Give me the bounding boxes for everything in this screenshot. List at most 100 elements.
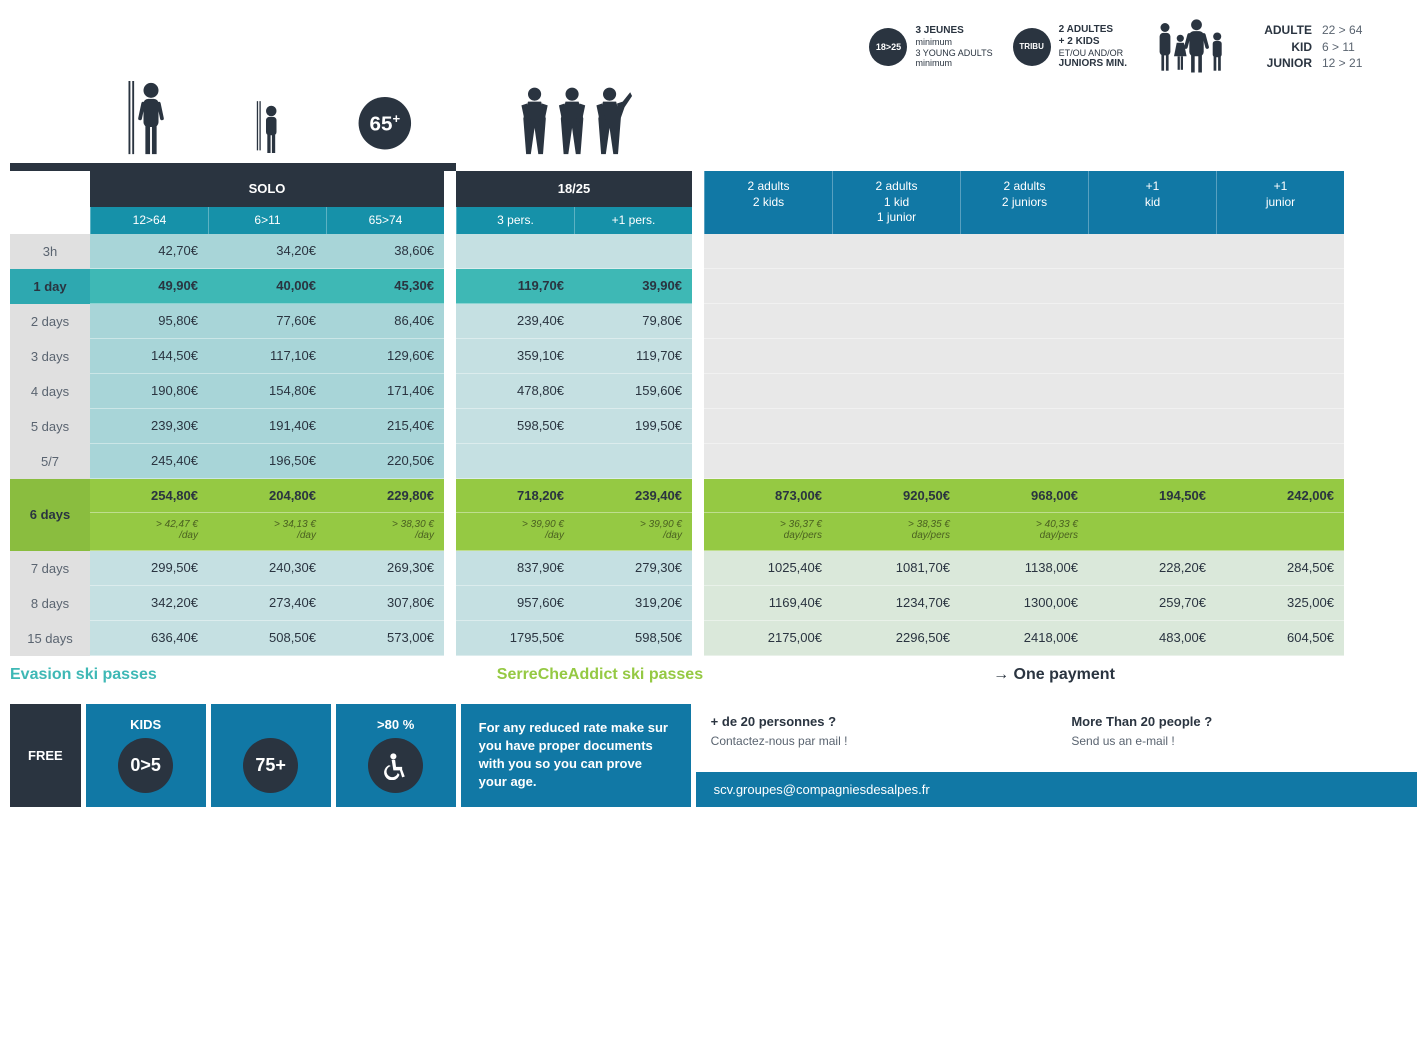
group-icon: [456, 81, 692, 163]
kids-age-icon: 0>5: [118, 738, 173, 793]
senior-65-icon: 65+: [326, 81, 444, 163]
price-cell: 1795,50€: [456, 621, 574, 656]
age-label: KID: [1257, 39, 1312, 56]
badge-tribu-icon: TRIBU: [1013, 28, 1051, 66]
price-cell: 269,30€: [326, 551, 444, 586]
price-cell: [692, 586, 704, 621]
price-cell: [1088, 513, 1216, 551]
price-cell: [1088, 304, 1216, 339]
solo-header: SOLO: [90, 171, 444, 207]
price-cell: [1216, 409, 1344, 444]
price-cell: 1138,00€: [960, 551, 1088, 586]
documents-note: For any reduced rate make sur you have p…: [461, 704, 691, 807]
legend-text: 2 ADULTES: [1059, 24, 1113, 35]
price-cell: 95,80€: [90, 304, 208, 339]
bottom-bar: FREE KIDS 0>5 75+ >80 % For any reduced …: [10, 704, 1417, 807]
price-cell: [692, 269, 704, 304]
price-cell: > 39,90 € /day: [574, 513, 692, 551]
disability-label: >80 %: [377, 717, 414, 732]
free-disability: >80 %: [336, 704, 456, 807]
price-cell: 39,90€: [574, 269, 692, 304]
price-cell: [832, 444, 960, 479]
price-cell: 242,00€: [1216, 479, 1344, 513]
price-cell: 718,20€: [456, 479, 574, 513]
column-icons: 65+ TRIBU: [10, 81, 1417, 171]
kids-label: KIDS: [130, 717, 161, 732]
price-cell: [1088, 339, 1216, 374]
price-cell: [444, 621, 456, 656]
price-cell: 279,30€: [574, 551, 692, 586]
price-cell: 259,70€: [1088, 586, 1216, 621]
price-cell: 483,00€: [1088, 621, 1216, 656]
tribu-sub-4: +1junior: [1216, 171, 1344, 234]
row-label: 15 days: [10, 621, 90, 656]
solo-sub-2: 65>74: [326, 207, 444, 234]
row-label: 2 days: [10, 304, 90, 339]
price-cell: 1169,40€: [704, 586, 832, 621]
price-cell: [1216, 339, 1344, 374]
price-cell: 2296,50€: [832, 621, 960, 656]
price-cell: 159,60€: [574, 374, 692, 409]
price-cell: 79,80€: [574, 304, 692, 339]
price-cell: [704, 409, 832, 444]
price-cell: [960, 234, 1088, 269]
price-cell: 598,50€: [574, 621, 692, 656]
price-cell: 319,20€: [574, 586, 692, 621]
price-cell: [456, 444, 574, 479]
legend-18-25: 18>25 3 JEUNES minimum 3 YOUNG ADULTS mi…: [869, 25, 992, 69]
legend-row: Evasion ski passes SerreCheAddict ski pa…: [10, 666, 1417, 684]
price-cell: 42,70€: [90, 234, 208, 269]
contact-email: scv.groupes@compagniesdesalpes.fr: [696, 772, 1417, 807]
price-cell: 117,10€: [208, 339, 326, 374]
legend-text: minimum: [915, 58, 952, 68]
child-skier-icon: [208, 81, 326, 163]
price-cell: [960, 269, 1088, 304]
price-cell: 49,90€: [90, 269, 208, 304]
price-cell: [704, 339, 832, 374]
price-cell: [692, 551, 704, 586]
price-table: SOLO 18/25 2 adults2 kids 2 adults1 kid1…: [10, 171, 1417, 656]
legend-tribu: TRIBU 2 ADULTES + 2 KIDS ET/OU AND/OR JU…: [1013, 24, 1127, 71]
price-cell: [444, 551, 456, 586]
price-cell: 325,00€: [1216, 586, 1344, 621]
price-cell: [960, 339, 1088, 374]
price-cell: [692, 234, 704, 269]
age-val: 22 > 64: [1322, 22, 1377, 39]
price-cell: 359,10€: [456, 339, 574, 374]
row-label: 6 days: [10, 479, 90, 551]
price-cell: 239,40€: [456, 304, 574, 339]
price-cell: 204,80€: [208, 479, 326, 513]
tribu-sub-2: 2 adults2 juniors: [960, 171, 1088, 234]
price-cell: [692, 621, 704, 656]
g18-header: 18/25: [456, 171, 692, 207]
price-cell: [832, 304, 960, 339]
price-cell: [832, 234, 960, 269]
row-label: 3h: [10, 234, 90, 269]
price-cell: [832, 269, 960, 304]
badge-18-25-icon: 18>25: [869, 28, 907, 66]
contact-fr-title: + de 20 personnes ?: [711, 714, 1042, 729]
age-legend: ADULTE22 > 64 KID6 > 11 JUNIOR12 > 21: [1257, 22, 1377, 72]
price-cell: > 36,37 € day/pers: [704, 513, 832, 551]
price-cell: 299,50€: [90, 551, 208, 586]
price-cell: 254,80€: [90, 479, 208, 513]
row-label: 5 days: [10, 409, 90, 444]
row-label: 7 days: [10, 551, 90, 586]
g18-sub-1: +1 pers.: [574, 207, 692, 234]
price-cell: 77,60€: [208, 304, 326, 339]
price-cell: 229,80€: [326, 479, 444, 513]
price-cell: [574, 234, 692, 269]
price-cell: 957,60€: [456, 586, 574, 621]
row-label: 4 days: [10, 374, 90, 409]
age-label: JUNIOR: [1257, 55, 1312, 72]
price-cell: [574, 444, 692, 479]
price-cell: 45,30€: [326, 269, 444, 304]
price-cell: 38,60€: [326, 234, 444, 269]
price-cell: 239,30€: [90, 409, 208, 444]
price-cell: 40,00€: [208, 269, 326, 304]
row-label: 8 days: [10, 586, 90, 621]
price-cell: [1088, 269, 1216, 304]
price-cell: 2175,00€: [704, 621, 832, 656]
price-cell: 119,70€: [456, 269, 574, 304]
price-cell: > 40,33 € day/pers: [960, 513, 1088, 551]
